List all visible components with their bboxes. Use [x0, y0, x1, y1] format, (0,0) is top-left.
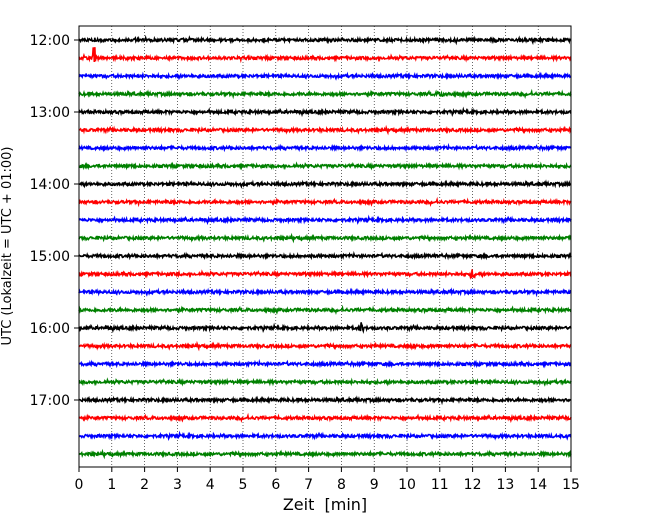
- x-tick-label: 10: [398, 477, 416, 493]
- y-tick-label: 13:00: [30, 105, 70, 121]
- seismogram-trace: [78, 88, 572, 100]
- x-tick-label: 2: [140, 477, 149, 493]
- x-tick-label: 13: [496, 477, 514, 493]
- y-axis-label: UTC (Lokalzeit = UTC + 01:00): [0, 147, 15, 346]
- seismogram-trace: [78, 179, 572, 189]
- plot-background: [79, 26, 571, 467]
- x-axis-ticks: 0 1 2 3 4 5 6 7 8 9 10 11 12 13 14 15: [75, 467, 580, 493]
- seismogram-trace: [78, 47, 572, 64]
- seismogram-trace: [78, 430, 572, 441]
- x-tick-label: 5: [239, 477, 248, 493]
- seismogram-trace: [78, 196, 572, 208]
- seismogram-trace: [78, 250, 572, 261]
- seismogram-trace: [78, 287, 572, 298]
- plot-frame: [78, 25, 572, 468]
- seismogram-trace: [78, 269, 572, 280]
- x-tick-label: 8: [337, 477, 346, 493]
- seismogram-trace: [78, 71, 572, 81]
- x-tick-label: 11: [431, 477, 449, 493]
- trace-group: [78, 34, 572, 460]
- x-tick-label: 0: [75, 477, 84, 493]
- x-tick-label: 6: [271, 477, 280, 493]
- x-tick-label: 3: [173, 477, 182, 493]
- y-tick-label: 16:00: [30, 321, 70, 337]
- seismogram-trace: [78, 161, 572, 171]
- seismogram-trace: [78, 412, 572, 424]
- y-tick-label: 12:00: [30, 33, 70, 49]
- seismogram-trace: [78, 124, 572, 136]
- x-tick-label: 1: [107, 477, 116, 493]
- x-tick-label: 15: [562, 477, 580, 493]
- y-axis-ticks: 12:00 13:00 14:00 15:00 16:00 17:00: [30, 33, 79, 409]
- seismogram-trace: [78, 304, 572, 316]
- seismogram-trace: [78, 34, 572, 46]
- x-tick-label: 9: [370, 477, 379, 493]
- y-tick-label: 14:00: [30, 177, 70, 193]
- seismogram-trace: [78, 214, 572, 226]
- x-tick-label: 7: [304, 477, 313, 493]
- y-tick-label: 15:00: [30, 249, 70, 265]
- seismogram-trace: [78, 232, 572, 244]
- x-axis-label: Zeit [min]: [283, 495, 367, 514]
- x-tick-label: 14: [529, 477, 547, 493]
- seismogram-trace: [78, 142, 572, 153]
- seismogram-trace: [78, 395, 572, 406]
- seismogram-trace: [78, 448, 572, 460]
- seismogram-trace: [78, 377, 572, 387]
- y-tick-label: 17:00: [30, 393, 70, 409]
- seismogram-trace: [78, 322, 572, 334]
- x-tick-label: 12: [464, 477, 482, 493]
- seismogram-trace: [78, 106, 572, 118]
- seismogram-trace: [78, 358, 572, 369]
- seismogram-trace: [78, 340, 572, 352]
- x-tick-label: 4: [206, 477, 215, 493]
